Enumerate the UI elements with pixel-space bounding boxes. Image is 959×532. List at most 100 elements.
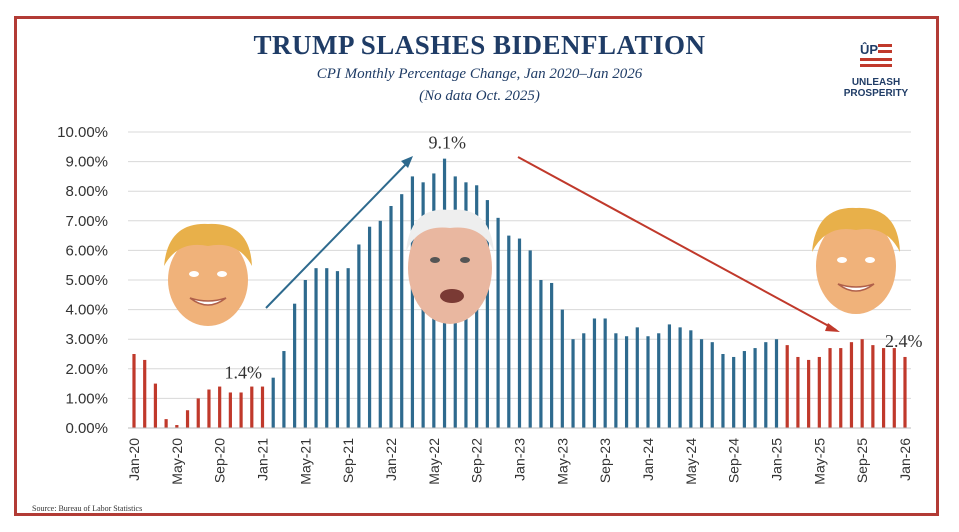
y-tick-label: 1.00%: [65, 390, 108, 407]
bar: [667, 324, 672, 428]
bar: [196, 398, 200, 428]
x-tick: May-22: [426, 438, 442, 485]
x-tick: May-23: [554, 438, 570, 485]
bar: [314, 268, 318, 428]
x-tick-label: Sep-22: [469, 438, 485, 483]
x-tick-label: Sep-24: [726, 438, 742, 483]
bar: [218, 386, 222, 428]
data-annotation: 9.1%: [429, 133, 467, 153]
bar: [603, 318, 607, 428]
x-tick-label: May-24: [683, 438, 699, 485]
bar: [410, 176, 415, 428]
x-tick-label: Jan-24: [640, 438, 656, 481]
bar: [143, 359, 147, 428]
bar: [817, 356, 821, 428]
x-tick: Jan-21: [255, 438, 271, 481]
bar: [646, 336, 650, 428]
bar: [624, 336, 629, 428]
x-tick: Jan-26: [897, 438, 913, 481]
bar: [250, 386, 254, 428]
x-tick-label: May-22: [426, 438, 442, 485]
bar: [721, 354, 725, 428]
bar: [849, 342, 854, 428]
x-tick-label: Jan-22: [383, 438, 399, 481]
x-tick-label: Jan-20: [126, 438, 142, 481]
bar: [785, 345, 789, 428]
y-tick-label: 10.00%: [57, 124, 108, 141]
bar: [325, 268, 329, 428]
logo-text: UNLEASH PROSPERITY: [843, 77, 909, 99]
bar: [839, 348, 843, 428]
bar: [550, 282, 554, 428]
bar: [753, 348, 757, 428]
bar: [271, 377, 275, 428]
bar: [207, 389, 211, 428]
x-tick: Jan-23: [512, 438, 528, 481]
x-tick: May-21: [297, 438, 313, 485]
x-tick-label: Jan-23: [512, 438, 528, 481]
y-tick-label: 5.00%: [65, 272, 108, 289]
bar: [539, 280, 543, 428]
bar: [699, 339, 704, 428]
bar: [400, 194, 404, 428]
x-tick: Sep-24: [726, 438, 742, 483]
bar: [153, 383, 158, 428]
x-tick-label: May-21: [297, 438, 313, 485]
bar: [335, 271, 340, 428]
x-tick: May-20: [169, 438, 185, 485]
x-tick-label: Sep-21: [340, 438, 356, 483]
logo-mark: ÛP: [860, 42, 878, 57]
bar: [614, 333, 618, 428]
y-tick-label: 6.00%: [65, 242, 108, 259]
bar: [389, 206, 393, 428]
y-tick-label: 8.00%: [65, 183, 108, 200]
x-tick: Sep-20: [212, 438, 228, 483]
bar: [881, 348, 886, 428]
trend-arrows: [265, 156, 840, 332]
bar: [175, 425, 179, 428]
bar: [764, 342, 768, 428]
x-tick-label: Sep-25: [854, 438, 870, 483]
y-axis: 0.00% 1.00% 2.00% 3.00% 4.00% 5.00% 6.00% 7.00%…: [57, 124, 108, 437]
bar: [367, 226, 372, 428]
x-tick: Jan-25: [769, 438, 785, 481]
bar: [710, 342, 714, 428]
bar: [293, 303, 297, 428]
bar: [689, 330, 693, 428]
unleash-prosperity-logo-icon: ÛP: [860, 42, 892, 67]
x-tick: Sep-23: [597, 438, 613, 483]
bar: [507, 235, 511, 428]
bar: [860, 339, 864, 428]
fall-arrow: [517, 156, 837, 331]
x-tick-label: May-25: [811, 438, 827, 485]
bar: [582, 333, 586, 428]
y-tick-label: 7.00%: [65, 213, 108, 230]
bar: [528, 250, 532, 428]
bar: [903, 356, 907, 428]
x-tick: Jan-24: [640, 438, 656, 481]
x-tick: May-25: [811, 438, 827, 485]
bar: [346, 268, 350, 428]
gridlines: [128, 131, 911, 429]
x-tick: Sep-22: [469, 438, 485, 483]
source-note: Source: Bureau of Labor Statistics: [32, 504, 143, 513]
bar: [185, 410, 190, 428]
y-tick-label: 3.00%: [65, 331, 108, 348]
chart-note: (No data Oct. 2025): [419, 88, 540, 104]
chart-subtitle: CPI Monthly Percentage Change, Jan 2020–…: [316, 66, 643, 82]
bar: [592, 318, 597, 428]
bar: [828, 348, 832, 428]
unleash-prosperity-logo: ÛP UNLEASH PROSPERITY: [826, 40, 926, 99]
x-tick-label: Sep-23: [597, 438, 613, 483]
data-annotation: 2.4%: [885, 331, 923, 351]
y-tick-label: 9.00%: [65, 154, 108, 171]
bar: [657, 333, 661, 428]
x-tick: Jan-22: [383, 438, 399, 481]
bar: [571, 339, 575, 428]
bar: [132, 354, 136, 428]
bar: [807, 359, 811, 428]
y-tick-label: 4.00%: [65, 302, 108, 319]
bar: [517, 238, 522, 428]
bar: [742, 351, 746, 428]
